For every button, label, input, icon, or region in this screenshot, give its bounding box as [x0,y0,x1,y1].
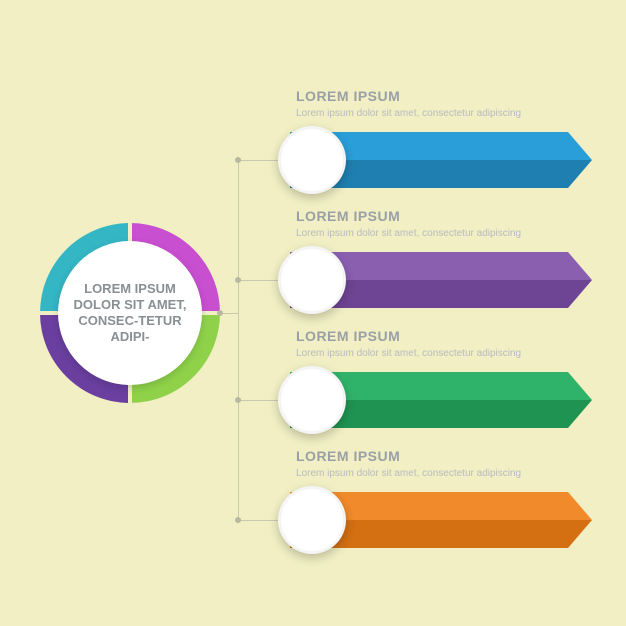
connector-dot [235,157,241,163]
arrow-bar [290,252,592,308]
hub-label: LOREM IPSUM DOLOR SIT AMET, CONSEC-TETUR… [58,281,202,346]
arrow-bar [290,492,592,548]
bar-circle [278,486,346,554]
item-title: LOREM IPSUM [296,88,596,104]
connector-dot [235,277,241,283]
bar-circle [278,246,346,314]
infographic-canvas: LOREM IPSUM DOLOR SIT AMET, CONSEC-TETUR… [0,0,626,626]
item-desc: Lorem ipsum dolor sit amet, consectetur … [296,468,596,481]
item-desc: Lorem ipsum dolor sit amet, consectetur … [296,108,596,121]
connector-dot [235,517,241,523]
bar-circle [278,126,346,194]
arrow-bar [290,372,592,428]
item-desc: Lorem ipsum dolor sit amet, consectetur … [296,348,596,361]
item-text: LOREM IPSUM Lorem ipsum dolor sit amet, c… [296,208,596,241]
item-title: LOREM IPSUM [296,448,596,464]
arrow-bar [290,132,592,188]
hub-core: LOREM IPSUM DOLOR SIT AMET, CONSEC-TETUR… [58,241,202,385]
item-desc: Lorem ipsum dolor sit amet, consectetur … [296,228,596,241]
item-text: LOREM IPSUM Lorem ipsum dolor sit amet, c… [296,448,596,481]
connector-dot-hub [217,310,223,316]
connector-dot [235,397,241,403]
item-text: LOREM IPSUM Lorem ipsum dolor sit amet, c… [296,328,596,361]
item-title: LOREM IPSUM [296,328,596,344]
item-title: LOREM IPSUM [296,208,596,224]
item-text: LOREM IPSUM Lorem ipsum dolor sit amet, c… [296,88,596,121]
connector-trunk-v [238,160,239,520]
bar-circle [278,366,346,434]
